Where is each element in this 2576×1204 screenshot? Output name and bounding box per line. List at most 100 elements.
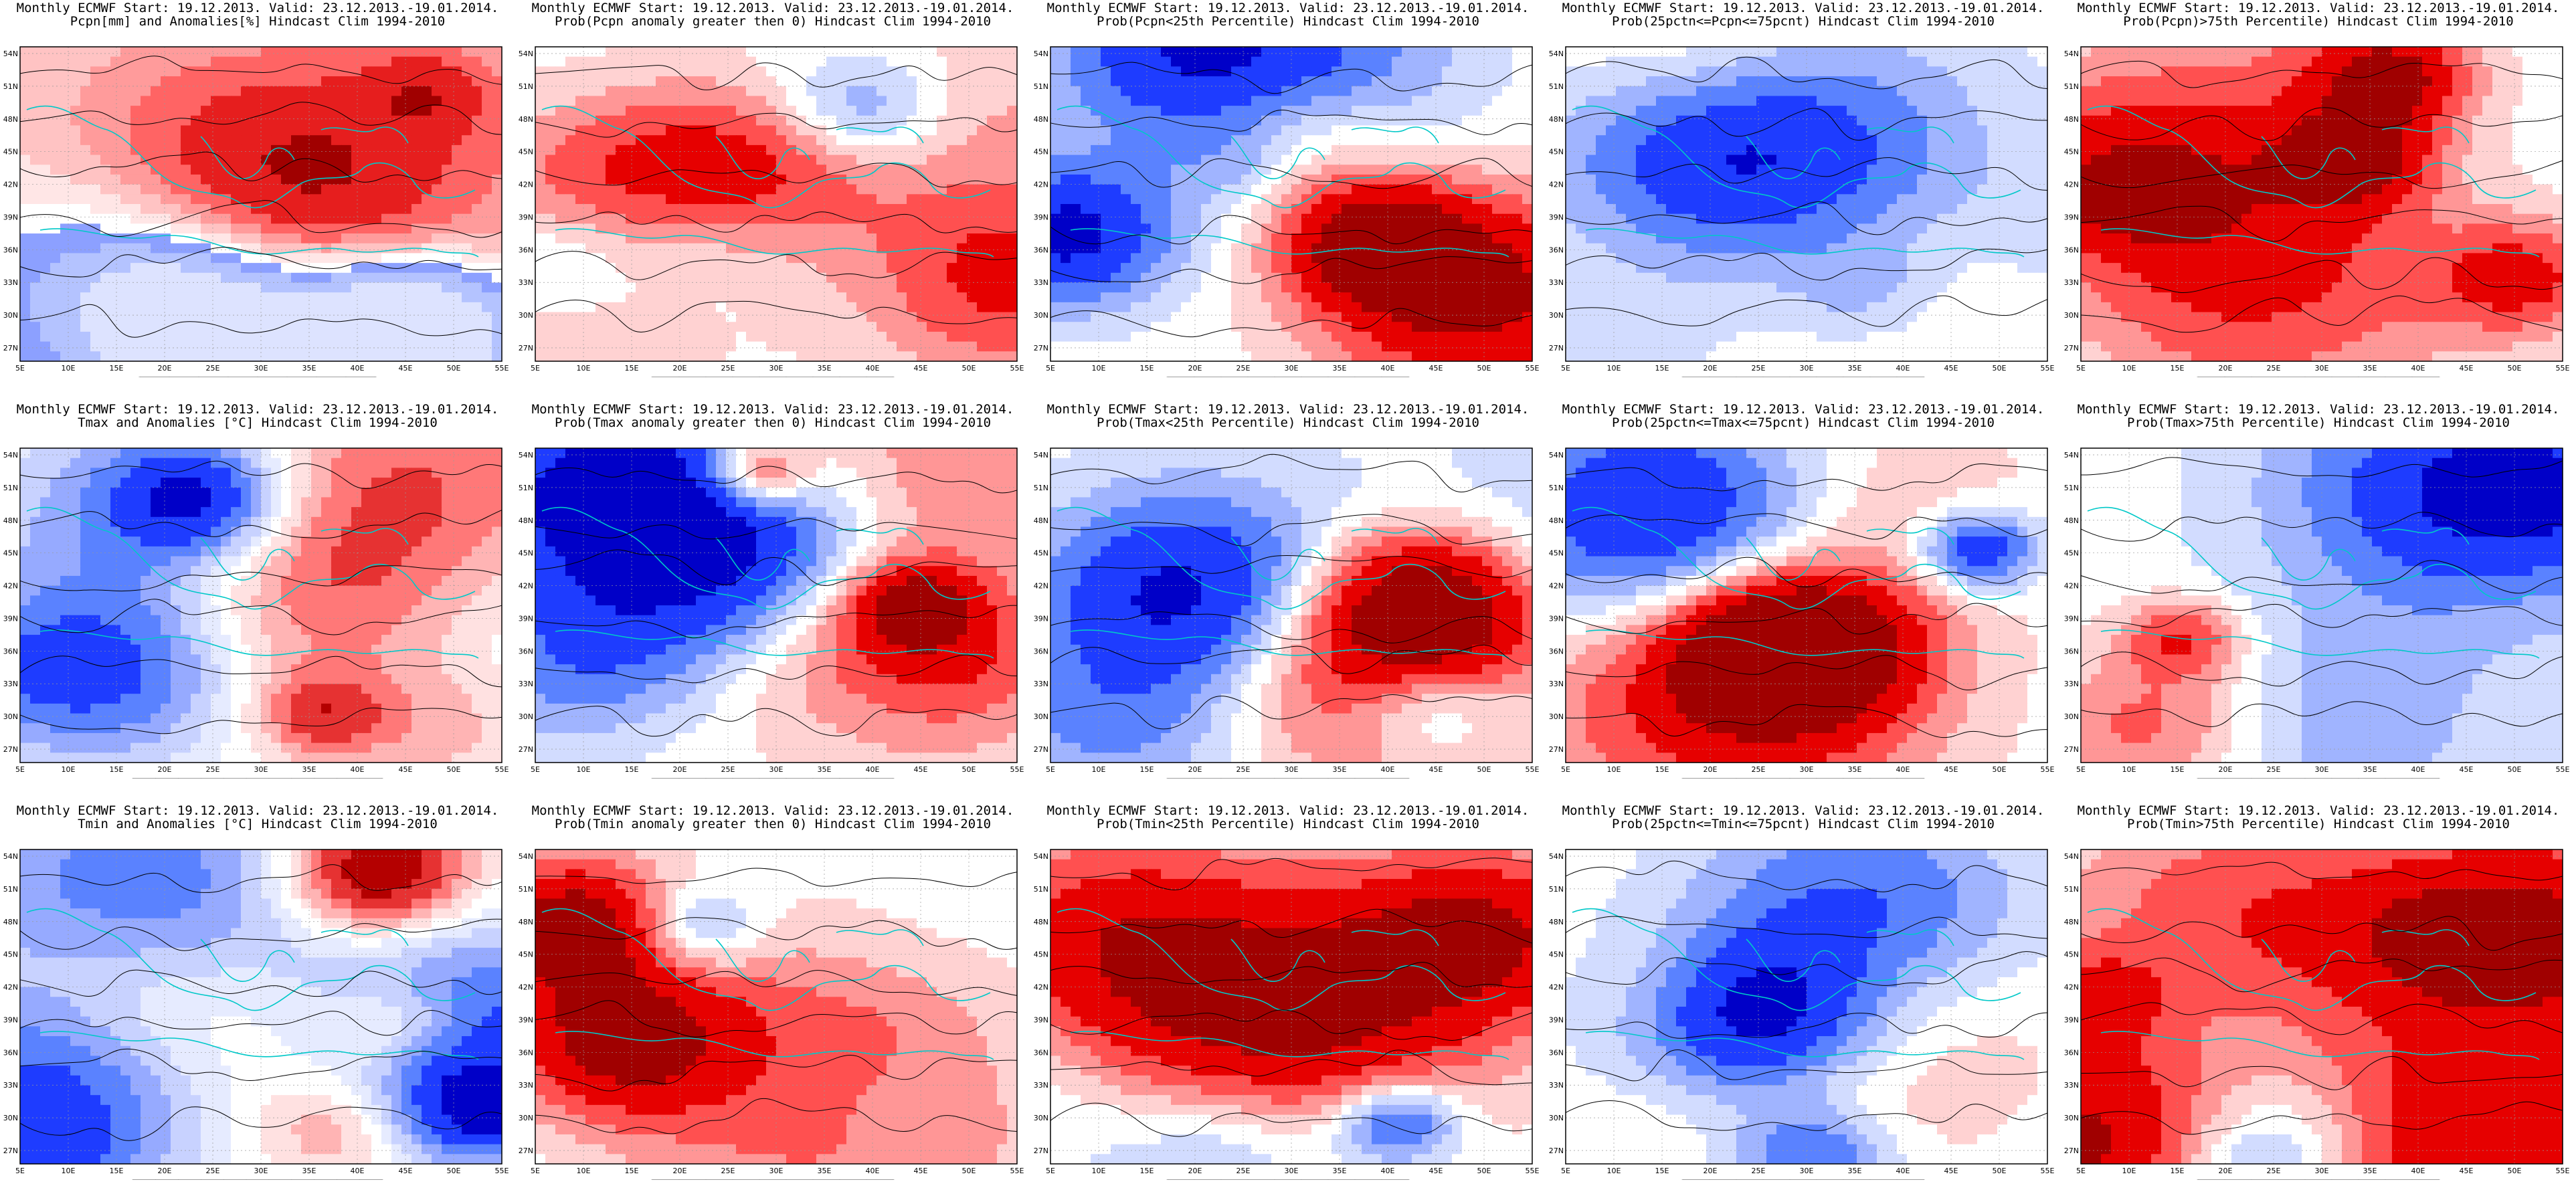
lon-tick-label: 55E: [1526, 1167, 1540, 1175]
contour-line: [535, 970, 1018, 996]
lon-tick-label: 45E: [399, 765, 413, 774]
contour-line: [2080, 107, 2563, 141]
lat-tick-label: 42N: [519, 983, 533, 992]
coastline-1: [1585, 629, 2025, 659]
map-frame: [2080, 46, 2563, 362]
contour-line: [2080, 701, 2563, 727]
panel-title-line2: Pcpn[mm] and Anomalies[%] Hindcast Clim …: [0, 15, 515, 28]
contour-line: [1565, 1100, 2048, 1131]
contour-line: [2080, 160, 2563, 189]
lat-tick-label: 45N: [519, 549, 533, 558]
lat-tick-label: 45N: [1549, 549, 1564, 558]
contour-line: [535, 518, 1018, 540]
lon-tick-label: 35E: [302, 765, 316, 774]
lat-tick-label: 42N: [519, 181, 533, 189]
lat-tick-label: 27N: [519, 1146, 533, 1155]
map-frame: [535, 46, 1018, 362]
lon-tick-label: 15E: [1140, 765, 1154, 774]
contour-line: [19, 864, 502, 893]
lat-tick-label: 36N: [2064, 245, 2079, 254]
coastline-3: [1351, 528, 1439, 545]
lon-tick-label: 40E: [2411, 364, 2425, 373]
contour-line: [535, 917, 1018, 950]
lat-tick-label: 42N: [1549, 582, 1564, 591]
lon-tick-label: 55E: [1526, 765, 1540, 774]
lon-tick-label: 15E: [2171, 1167, 2185, 1175]
panel-title-line2: Prob(Tmin<25th Percentile) Hindcast Clim…: [1030, 817, 1546, 831]
lat-tick-label: 27N: [2064, 1146, 2079, 1155]
lon-tick-label: 10E: [1092, 364, 1106, 373]
coastline-3: [2381, 126, 2470, 144]
map-canvas: 54N 51N 48N 45N 42N 39N 36N 33N 30N 27N 5E 10E 15E 20…: [1034, 447, 1540, 779]
lat-tick-label: 54N: [1034, 451, 1048, 460]
lon-tick-label: 5E: [15, 1167, 25, 1175]
lat-tick-label: 30N: [519, 1114, 533, 1122]
contour-line: [535, 211, 1018, 233]
lat-tick-label: 33N: [519, 278, 533, 287]
lat-tick-label: 51N: [519, 82, 533, 91]
lon-tick-label: 25E: [721, 364, 735, 373]
panel-title-line1: Monthly ECMWF Start: 19.12.2013. Valid: …: [1030, 403, 1546, 416]
contour-lines: [1050, 858, 1533, 1137]
lon-tick-label: 25E: [721, 1167, 735, 1175]
lon-tick-label: 45E: [399, 364, 413, 373]
lon-tick-label: 30E: [1800, 1167, 1814, 1175]
contour-lines: [19, 460, 502, 734]
shaded-field: [1566, 47, 2048, 362]
lon-tick-label: 30E: [254, 364, 268, 373]
contour-line: [535, 466, 1018, 494]
contour-line: [535, 1000, 1018, 1037]
lon-tick-label: 15E: [2171, 364, 2185, 373]
contour-line: [1050, 611, 1533, 643]
lon-tick-label: 35E: [1333, 765, 1347, 774]
lon-tick-label: 40E: [1381, 1167, 1395, 1175]
map-panel-r0-c2: Monthly ECMWF Start: 19.12.2013. Valid: …: [1030, 0, 1546, 398]
lat-tick-label: 48N: [1549, 918, 1564, 926]
shaded-field: [1566, 448, 2048, 763]
lat-tick-label: 42N: [3, 582, 18, 591]
panel-title-line2: Prob(Tmin anomaly greater then 0) Hindca…: [515, 817, 1030, 831]
panel-title-line1: Monthly ECMWF Start: 19.12.2013. Valid: …: [515, 1, 1030, 15]
lat-tick-label: 39N: [3, 614, 18, 623]
lat-tick-label: 39N: [1034, 1015, 1048, 1024]
lat-tick-label: 30N: [3, 1114, 18, 1122]
contour-line: [2080, 560, 2563, 594]
lat-tick-label: 42N: [1034, 181, 1048, 189]
contour-lines: [2080, 862, 2563, 1135]
lat-tick-label: 33N: [1034, 1081, 1048, 1090]
lat-tick-label: 45N: [1034, 549, 1048, 558]
lat-tick-label: 33N: [1549, 680, 1564, 688]
lon-tick-label: 55E: [1010, 765, 1024, 774]
lon-tick-label: 10E: [1607, 765, 1621, 774]
lat-tick-label: 36N: [2064, 1048, 2079, 1057]
panel-title-line1: Monthly ECMWF Start: 19.12.2013. Valid: …: [2061, 1, 2576, 15]
lat-tick-label: 48N: [1549, 516, 1564, 525]
lon-tick-label: 10E: [2122, 765, 2136, 774]
coastline-1: [1070, 629, 1509, 659]
lon-tick-label: 15E: [625, 1167, 639, 1175]
contour-line: [19, 56, 502, 85]
lon-tick-label: 45E: [914, 765, 928, 774]
lat-tick-label: 51N: [1034, 885, 1048, 894]
contour-line: [1050, 1102, 1533, 1137]
lat-tick-label: 54N: [3, 852, 18, 861]
lon-tick-label: 5E: [1561, 1167, 1570, 1175]
lat-tick-label: 51N: [1549, 82, 1564, 91]
lon-tick-label: 10E: [577, 765, 591, 774]
lon-tick-label: 50E: [962, 765, 976, 774]
lon-tick-label: 50E: [447, 765, 461, 774]
panel-title-line2: Prob(Tmax>75th Percentile) Hindcast Clim…: [2061, 416, 2576, 429]
contour-line: [19, 304, 502, 338]
coastlines: [1056, 908, 1509, 1060]
contour-line: [1050, 1009, 1533, 1041]
lon-tick-label: 20E: [158, 1167, 172, 1175]
coastlines: [1572, 105, 2025, 258]
lat-tick-label: 42N: [2064, 181, 2079, 189]
panel-title-line1: Monthly ECMWF Start: 19.12.2013. Valid: …: [515, 403, 1030, 416]
lat-tick-label: 54N: [519, 852, 533, 861]
map-canvas: 54N 51N 48N 45N 42N 39N 36N 33N 30N 27N 5E 10E 15E 20…: [519, 46, 1024, 377]
lon-tick-label: 50E: [962, 364, 976, 373]
contour-line: [1565, 704, 2048, 738]
panel-title-line2: Tmax and Anomalies [°C] Hindcast Clim 19…: [0, 416, 515, 429]
